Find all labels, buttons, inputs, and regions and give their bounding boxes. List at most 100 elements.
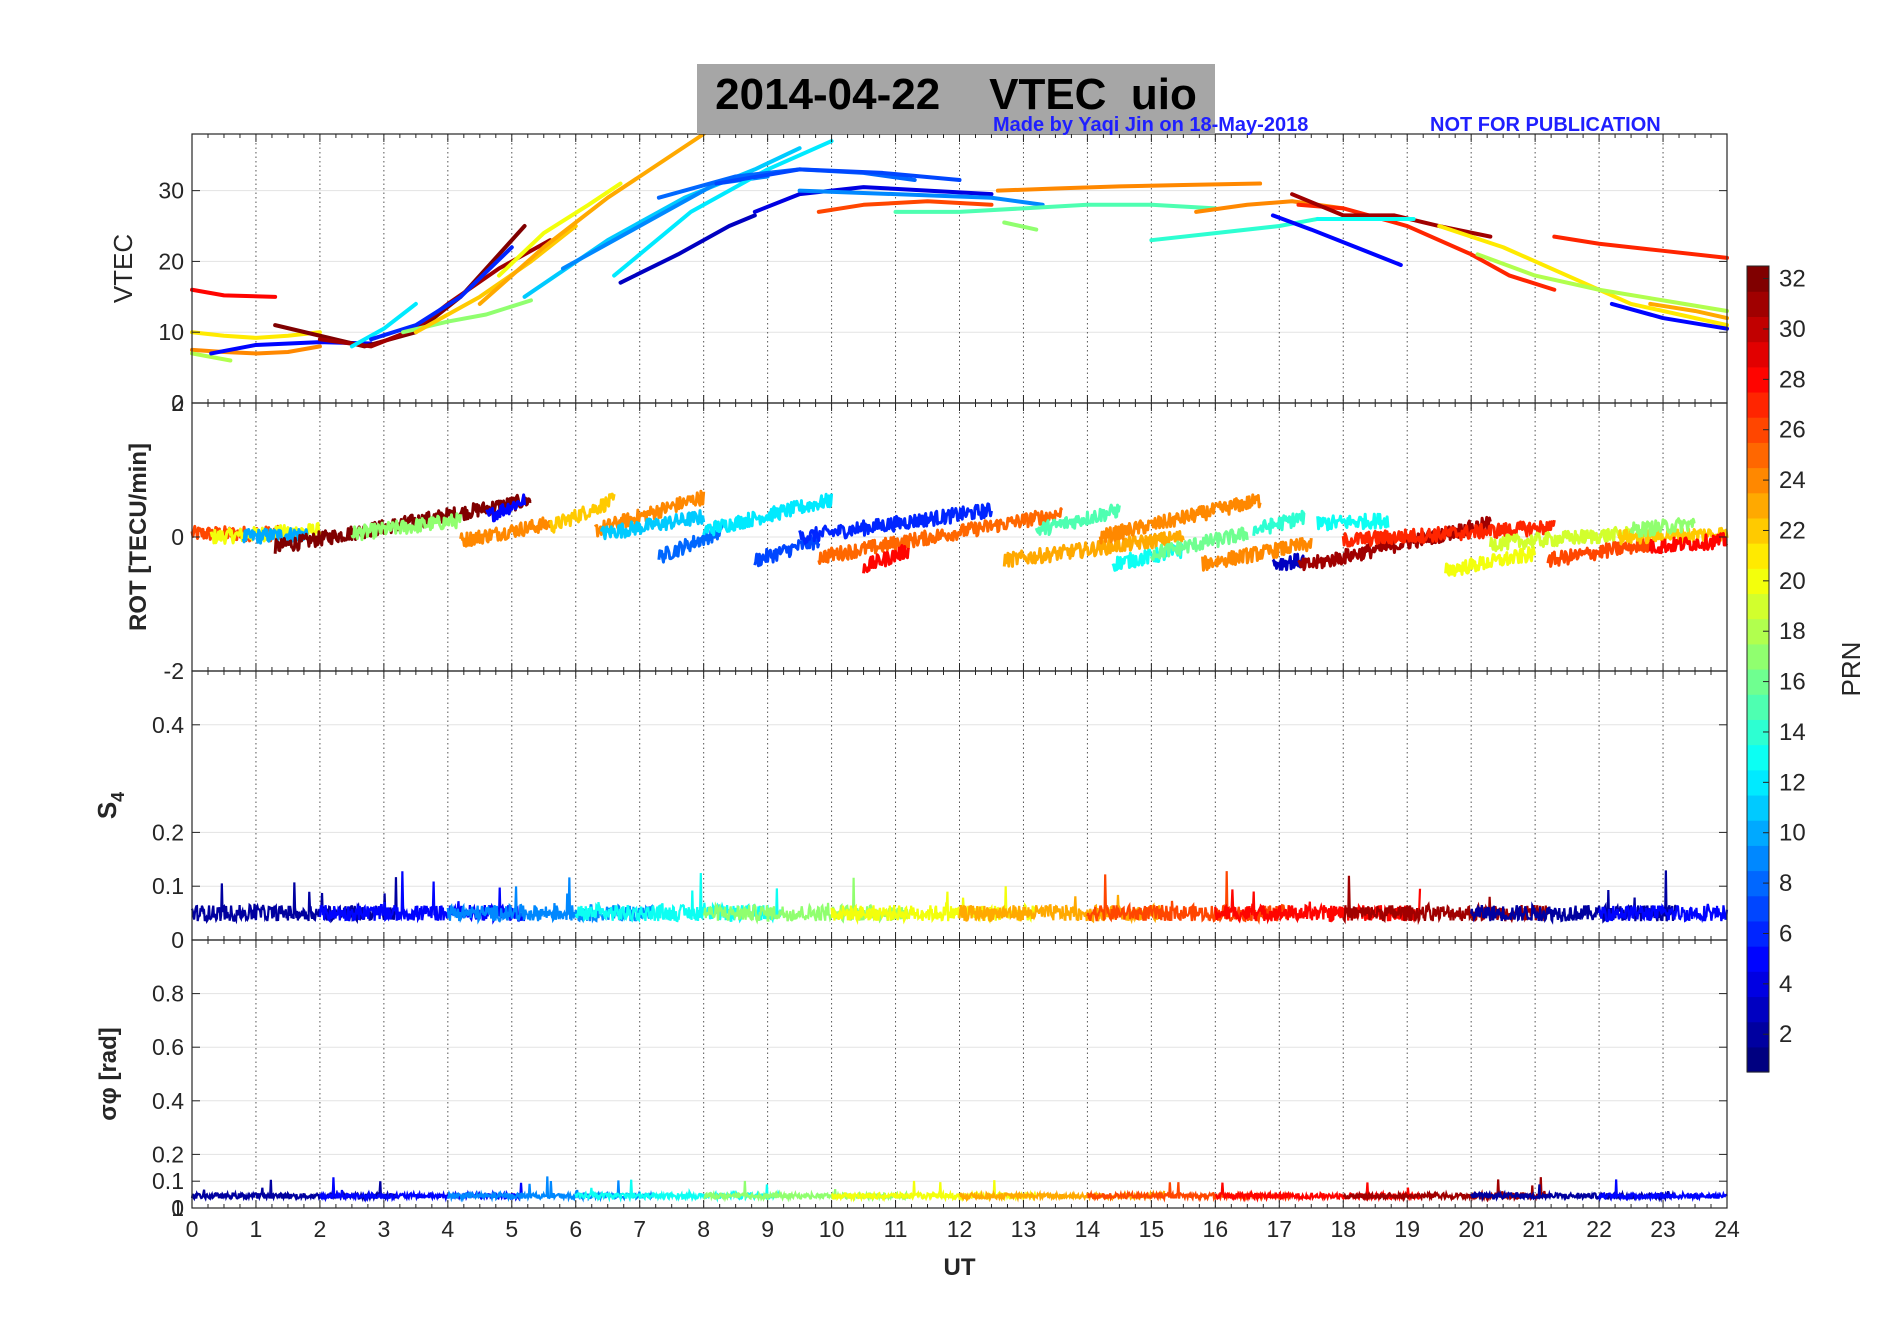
x-tick-label: 15: [1139, 1216, 1165, 1242]
s4-trace-prn-2: [190, 877, 398, 925]
x-tick-label: 2: [314, 1216, 327, 1242]
colorbar-swatch: [1747, 442, 1769, 469]
rot-trace-prn-13: [1316, 512, 1390, 532]
y-tick-label: 10: [158, 319, 184, 345]
colorbar-tick-label: 20: [1779, 568, 1806, 595]
x-tick-label: 14: [1075, 1216, 1101, 1242]
x-tick-label: 6: [569, 1216, 582, 1242]
x-tick-label: 19: [1394, 1216, 1420, 1242]
y-tick-label: 0.1: [152, 1168, 184, 1194]
x-tick-label: 4: [441, 1216, 454, 1242]
colorbar-swatch: [1747, 391, 1769, 418]
y-tick-label: 0: [171, 524, 184, 550]
colorbar-swatch: [1747, 492, 1769, 519]
colorbar-tick-label: 32: [1779, 266, 1806, 293]
y-tick-label: 2: [171, 390, 184, 416]
sigma-ylabel: σφ [rad]: [95, 1027, 122, 1121]
vtec-trace-prn-24: [995, 181, 1263, 193]
sigma_phi-trace-prn-2: [1470, 1184, 1677, 1203]
x-tick-label: 23: [1650, 1216, 1676, 1242]
colorbar-swatch: [1747, 870, 1769, 897]
vtec-trace-prn-11: [522, 146, 802, 299]
x-tick-label: 20: [1458, 1216, 1484, 1242]
x-tick-label: 24: [1714, 1216, 1740, 1242]
rot-trace-prn-24: [459, 516, 552, 548]
vtec-trace-prn-4: [752, 185, 994, 214]
vtec-trace-prn-7: [714, 167, 962, 186]
colorbar-swatch: [1747, 895, 1769, 922]
y-tick-label: 0.4: [152, 1088, 184, 1114]
y-tick-label: -2: [164, 658, 184, 684]
s4-trace-prn-28: [1214, 888, 1422, 925]
colorbar-swatch: [1747, 316, 1769, 343]
s4-trace-prn-5: [318, 871, 526, 925]
colorbar-swatch: [1747, 820, 1769, 846]
vtec-trace-prn-31: [317, 238, 553, 349]
colorbar-tick-label: 22: [1779, 517, 1806, 544]
x-tick-label: 22: [1586, 1216, 1612, 1242]
vtec-trace-prn-27: [1296, 202, 1557, 292]
colorbar-tick-label: 24: [1779, 467, 1806, 494]
colorbar-tick-label: 8: [1779, 870, 1792, 897]
rot-trace-prn-27: [1341, 519, 1556, 548]
rot-trace-prn-8: [657, 523, 725, 564]
colorbar-swatch: [1747, 920, 1769, 947]
vtec-trace-prn-15: [893, 202, 1218, 214]
rot-trace-prn-25: [817, 507, 1064, 565]
title-box: 2014-04-22 VTEC uio: [697, 64, 1215, 134]
rot-trace-prn-5: [485, 493, 527, 523]
rot-trace-prn-12: [702, 492, 834, 537]
colorbar-swatch: [1747, 996, 1769, 1023]
y-tick-label: 0: [171, 927, 184, 953]
vtec-trace-prn-9: [797, 188, 1045, 207]
rot-trace-prn-20: [1444, 545, 1537, 577]
colorbar-swatch: [1747, 694, 1769, 720]
colorbar-tick-label: 12: [1779, 769, 1806, 796]
rot-trace-prn-13: [1111, 542, 1184, 572]
rot-ylabel: ROT [TECU/min]: [125, 443, 152, 631]
rot-trace-prn-14: [1252, 509, 1306, 536]
rot-trace-prn-26: [1546, 537, 1652, 568]
colorbar-swatch: [1747, 669, 1769, 695]
colorbar-swatch: [1747, 341, 1769, 368]
axes-frame: [191, 939, 1728, 1209]
x-tick-label: 17: [1266, 1216, 1292, 1242]
colorbar-frame: [1746, 265, 1770, 1073]
vtec-ylabel: VTEC: [108, 234, 138, 303]
vtec-trace-prn-27: [1552, 234, 1729, 260]
y-tick-label: 0.8: [152, 981, 184, 1007]
colorbar-tick-label: 14: [1779, 719, 1806, 746]
colorbar-tick-label: 18: [1779, 618, 1806, 645]
x-tick-label: 18: [1330, 1216, 1356, 1242]
x-tick-label: 10: [819, 1216, 845, 1242]
rot-trace-prn-24: [1098, 493, 1262, 545]
rot-trace-prn-15: [1034, 503, 1121, 537]
vtec-trace-prn-23: [477, 132, 706, 306]
rot-trace-prn-24: [593, 489, 706, 538]
colorbar-swatch: [1747, 417, 1769, 443]
vtec-trace-prn-14: [1149, 216, 1320, 243]
x-tick-label: 16: [1203, 1216, 1229, 1242]
panel-vtec: 10 20 30 0 VTEC: [108, 132, 1729, 416]
y-tick-label: 0.4: [152, 712, 184, 738]
rot-trace-prn-31: [1297, 515, 1492, 572]
credit-author: Made by Yaqi Jin on 18-May-2018: [993, 114, 1309, 136]
s4-trace-prn-5: [1598, 903, 1729, 924]
colorbar-tick-label: 30: [1779, 316, 1806, 343]
vtec-trace-prn-28: [190, 287, 278, 299]
x-tick-label: 8: [697, 1216, 710, 1242]
x-tick-label: 13: [1011, 1216, 1037, 1242]
colorbar-swatch: [1747, 467, 1769, 494]
s4-trace-prn-20: [830, 886, 1038, 925]
vtec-trace-prn-23: [1648, 301, 1729, 321]
x-tick-label: 9: [761, 1216, 774, 1242]
vtec-trace-prn-5: [1270, 213, 1403, 267]
panel-rot: -2 0 2 ROT [TECU/min]: [125, 390, 1729, 684]
sigma_phi-trace-prn-5: [1598, 1179, 1728, 1202]
vtec-trace-prn-21: [190, 330, 322, 340]
panel-sigma_phi: 00.10.2 0.4 0.6 0.8 1 σφ [rad]: [95, 939, 1728, 1221]
colorbar-swatch: [1747, 1046, 1769, 1073]
y-tick-label: 0.6: [152, 1034, 184, 1060]
